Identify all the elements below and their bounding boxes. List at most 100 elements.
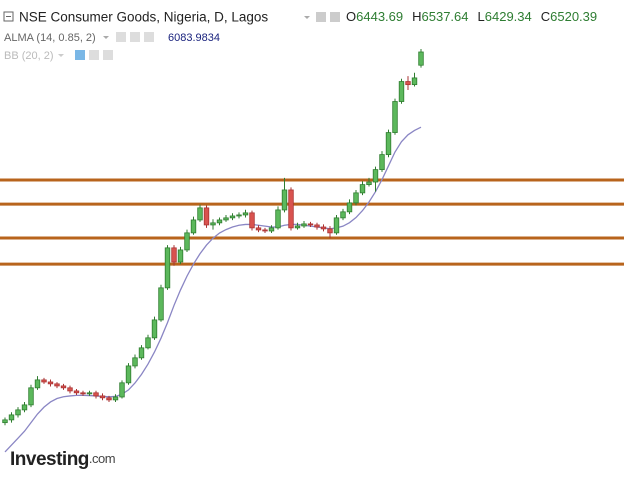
candle-body <box>346 202 353 213</box>
candle-body <box>262 229 268 232</box>
eye-icon[interactable] <box>75 50 85 60</box>
ohlc-number: 6429.34 <box>485 9 532 24</box>
candle-body <box>340 211 346 219</box>
brand-logo: Investing.com <box>10 449 115 470</box>
candle-body <box>21 404 28 411</box>
candle-body <box>320 226 327 230</box>
candle-body <box>145 337 151 349</box>
candle-body <box>171 247 177 263</box>
plot <box>0 49 624 453</box>
candle-body <box>379 154 385 171</box>
candle-body <box>151 319 158 339</box>
candle-body <box>54 383 60 387</box>
candle-body <box>327 228 333 234</box>
candle-body <box>67 387 73 392</box>
dropdown-arrow[interactable] <box>58 54 64 57</box>
candle-body <box>353 192 359 204</box>
candle-body <box>177 249 184 263</box>
dropdown-arrow[interactable] <box>304 16 310 19</box>
indicator-label: ALMA (14, 0.85, 2) <box>4 32 96 44</box>
candle-body <box>132 357 138 367</box>
candle-body <box>2 419 8 424</box>
candle-body <box>158 287 164 321</box>
candle-body <box>86 392 93 395</box>
ohlc-label: O <box>346 9 356 24</box>
ohlc-number: 6537.64 <box>422 9 469 24</box>
settings-icon[interactable] <box>316 12 326 22</box>
candle-body <box>99 395 106 399</box>
candle-body <box>164 247 171 289</box>
indicator-line <box>4 126 422 453</box>
candle-body <box>294 225 301 229</box>
candle-body <box>255 227 262 231</box>
settings-icon[interactable] <box>130 32 140 42</box>
close-icon[interactable] <box>103 50 113 60</box>
candle-body <box>385 132 392 156</box>
candle-body <box>210 222 216 226</box>
candle-body <box>333 217 340 234</box>
candle-body <box>418 51 424 66</box>
candle-body <box>28 387 34 406</box>
candle-body <box>190 219 197 234</box>
settings-icon[interactable] <box>89 50 99 60</box>
ohlc-value: O6443.69 <box>346 9 403 24</box>
candle-body <box>203 207 210 226</box>
candle-body <box>281 189 288 211</box>
candle-body <box>275 209 281 229</box>
ohlc-label: H <box>412 9 421 24</box>
indicator-label: BB (20, 2) <box>4 50 54 62</box>
candle-body <box>8 414 15 421</box>
ohlc-value: L6429.34 <box>478 9 532 24</box>
candle-body <box>411 77 418 86</box>
ohlc-number: 6520.39 <box>550 9 597 24</box>
candle-body <box>119 382 125 398</box>
brand-suffix: .com <box>89 451 115 466</box>
candle-body <box>242 212 249 216</box>
eye-icon[interactable] <box>116 32 126 42</box>
candle-body <box>392 101 398 133</box>
ohlc-value: H6537.64 <box>412 9 468 24</box>
candle-body <box>301 223 307 227</box>
chart-title: NSE Consumer Goods, Nigeria, D, Lagos <box>19 10 268 25</box>
candle-body <box>184 232 190 251</box>
ohlc-label: C <box>541 9 550 24</box>
candle-body <box>60 385 67 389</box>
candle-body <box>288 189 294 229</box>
ohlc-label: L <box>478 9 485 24</box>
candle-body <box>229 215 236 219</box>
ohlc-number: 6443.69 <box>356 9 403 24</box>
candle-body <box>15 409 21 416</box>
candle-body <box>93 392 99 397</box>
candle-body <box>47 381 54 385</box>
close-icon[interactable] <box>144 32 154 42</box>
collapse-icon[interactable] <box>3 11 14 22</box>
candle-body <box>366 181 372 186</box>
candle-body <box>359 184 366 194</box>
candle-body <box>106 397 112 401</box>
eye-icon[interactable] <box>330 12 340 22</box>
candle-body <box>268 227 275 232</box>
candle-body <box>372 169 379 183</box>
candle-body <box>314 224 320 228</box>
candle-body <box>73 390 80 394</box>
dropdown-arrow[interactable] <box>103 36 109 39</box>
candle-body <box>125 365 132 384</box>
candle-body <box>398 81 405 102</box>
candle-body <box>223 217 229 221</box>
brand-name: Investing <box>10 449 89 470</box>
candle-body <box>34 379 41 389</box>
candle-body <box>216 219 223 224</box>
candle-body <box>405 81 411 86</box>
indicator-value: 6083.9834 <box>168 32 220 44</box>
ohlc-value: C6520.39 <box>541 9 597 24</box>
candle-body <box>197 207 203 221</box>
candle-body <box>112 396 119 401</box>
candle-body <box>138 347 145 359</box>
ohlc-values: O6443.69 H6537.64 L6429.34 C6520.39 <box>346 9 597 24</box>
candle-body <box>41 379 47 383</box>
candle-body <box>249 212 255 229</box>
candle-body <box>236 214 242 217</box>
